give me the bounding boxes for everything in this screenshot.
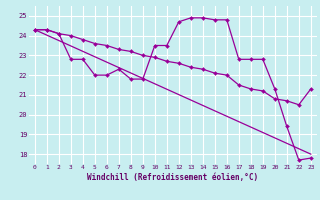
- X-axis label: Windchill (Refroidissement éolien,°C): Windchill (Refroidissement éolien,°C): [87, 173, 258, 182]
